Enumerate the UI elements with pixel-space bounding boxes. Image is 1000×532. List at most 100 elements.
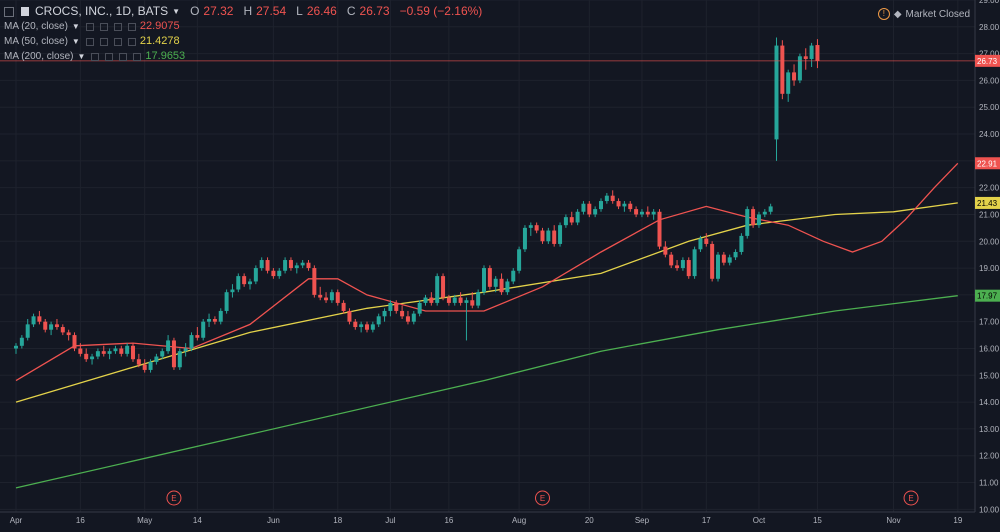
candle-down (569, 217, 574, 223)
symbol-title[interactable]: CROCS, INC., 1D, BATS (35, 4, 169, 18)
y-tick-label: 10.00 (979, 505, 1000, 514)
candle-up (423, 297, 428, 303)
chevron-down-icon[interactable]: ▼ (172, 7, 181, 16)
y-tick-label: 19.00 (979, 264, 1000, 273)
price-label: 17.97 (977, 292, 998, 301)
candle-up (183, 348, 188, 352)
settings-icon[interactable] (99, 22, 108, 31)
candle-down (265, 260, 270, 271)
y-tick-label: 26.00 (979, 76, 1000, 85)
close-icon[interactable] (119, 52, 128, 61)
warning-icon: ! (877, 8, 890, 20)
candle-up (376, 316, 381, 325)
more-icon[interactable] (133, 52, 142, 61)
eye-icon[interactable] (85, 22, 94, 31)
candle-down (610, 195, 615, 202)
y-tick-label: 11.00 (979, 479, 999, 488)
candle-up (49, 324, 54, 330)
chevron-down-icon[interactable]: ▼ (77, 52, 86, 61)
candle-up (125, 345, 130, 354)
settings-icon[interactable] (105, 52, 114, 61)
candle-up (505, 281, 510, 293)
candle-down (341, 302, 346, 311)
candle-up (762, 211, 767, 215)
indicator-value: 17.9653 (145, 50, 186, 62)
candle-up (160, 351, 165, 357)
close-icon[interactable] (113, 37, 122, 46)
candle-up (651, 211, 656, 215)
indicator-name[interactable]: MA (200, close) (4, 51, 74, 62)
settings-icon[interactable] (99, 37, 108, 46)
market-status-label: Market Closed (905, 8, 970, 20)
candle-up (522, 227, 527, 250)
candle-down (43, 321, 48, 330)
y-tick-label: 22.00 (979, 184, 1000, 193)
candle-down (353, 321, 358, 328)
y-tick-label: 28.00 (979, 23, 1000, 32)
market-status[interactable]: ! ◆ Market Closed (877, 8, 970, 20)
price-label-bg (975, 54, 1000, 67)
candle-up (745, 209, 750, 236)
x-tick-label: Nov (886, 516, 900, 525)
candle-up (189, 335, 194, 349)
y-tick-label: 29.00 (979, 0, 1000, 5)
candle-down (751, 209, 756, 226)
candle-down (195, 335, 200, 338)
candle-up (581, 203, 586, 212)
candle-up (739, 235, 744, 252)
close-icon[interactable] (113, 22, 122, 31)
y-tick-label: 21.00 (979, 210, 1000, 219)
eye-icon[interactable] (91, 52, 100, 61)
indicator-name[interactable]: MA (50, close) (4, 36, 68, 47)
candle-up (733, 251, 738, 258)
candle-down (815, 45, 820, 61)
price-label: 22.91 (977, 159, 998, 168)
candle-down (242, 276, 247, 285)
x-tick-label: 16 (444, 516, 453, 525)
candle-up (25, 324, 30, 338)
candle-down (710, 243, 715, 279)
candle-up (411, 313, 416, 322)
candle-down (72, 335, 77, 349)
candle-up (768, 206, 773, 212)
candle-up (177, 351, 182, 368)
candle-down (534, 225, 539, 231)
candle-down (335, 292, 340, 303)
price-label-bg (975, 157, 1000, 170)
candle-up (19, 337, 24, 346)
ma20-line (15, 162, 959, 382)
indicator-name[interactable]: MA (20, close) (4, 21, 68, 32)
y-tick-label: 25.00 (979, 103, 1000, 112)
indicator-row-ma200[interactable]: MA (200, close) ▼ 17.9653 (4, 49, 482, 64)
candle-up (236, 276, 241, 290)
earnings-label: E (171, 494, 176, 503)
candle-up (294, 265, 299, 269)
low-label: L (296, 4, 303, 18)
earnings-label: E (540, 494, 545, 503)
candle-down (470, 300, 475, 306)
y-tick-label: 16.00 (979, 344, 1000, 353)
change-value: −0.59 (−2.16%) (399, 4, 483, 18)
eye-icon[interactable] (85, 37, 94, 46)
x-tick-label: 19 (953, 516, 962, 525)
earnings-marker (535, 490, 550, 506)
more-icon[interactable] (127, 37, 136, 46)
candle-up (148, 361, 153, 370)
candle-down (394, 302, 399, 311)
candle-up (277, 270, 282, 277)
y-tick-label: 12.00 (979, 452, 1000, 461)
candle-up (224, 292, 229, 311)
chevron-down-icon[interactable]: ▼ (71, 22, 80, 31)
chevron-down-icon[interactable]: ▼ (71, 37, 80, 46)
price-label: 26.73 (977, 57, 998, 66)
candle-down (645, 211, 650, 215)
x-tick-label: Jul (385, 516, 395, 525)
candle-up (248, 281, 252, 285)
indicator-row-ma20[interactable]: MA (20, close) ▼ 22.9075 (4, 19, 482, 34)
collapse-icon[interactable] (4, 6, 14, 17)
more-icon[interactable] (127, 22, 136, 31)
indicator-row-ma50[interactable]: MA (50, close) ▼ 21.4278 (4, 34, 482, 49)
candle-down (780, 45, 785, 94)
